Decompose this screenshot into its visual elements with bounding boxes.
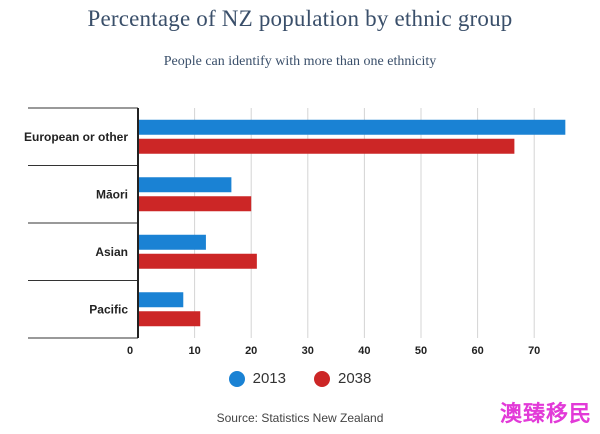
bar-m-ori-2038 (138, 196, 252, 212)
legend-swatch-2013 (228, 370, 245, 387)
legend: 2013 2038 (0, 370, 600, 387)
watermark-logo: 澳臻移民 (499, 402, 592, 427)
x-tick-label: 50 (415, 345, 427, 357)
bar-asian-2038 (138, 253, 257, 269)
bar-pacific-2038 (138, 311, 201, 327)
chart-subtitle: People can identify with more than one e… (163, 54, 437, 69)
x-tick-label: 40 (358, 345, 370, 357)
bar-m-ori-2013 (138, 177, 232, 193)
x-tick-label: 30 (302, 345, 314, 357)
legend-item-2013: 2013 (228, 370, 286, 387)
chart-title: Percentage of NZ population by ethnic gr… (87, 6, 513, 31)
bar-pacific-2013 (138, 292, 184, 308)
x-tick-label: 60 (471, 345, 483, 357)
source-note: Source: Statistics New Zealand (216, 411, 384, 425)
legend-item-2038: 2038 (314, 370, 371, 387)
x-tick-label: 10 (188, 345, 200, 357)
category-label: Asian (95, 245, 128, 259)
category-label: Māori (96, 187, 128, 201)
x-tick-label: 20 (245, 345, 257, 357)
x-tick-label: 70 (528, 345, 540, 357)
category-label: Pacific (89, 302, 128, 316)
bar-asian-2013 (138, 234, 206, 250)
legend-label-2038: 2038 (338, 370, 372, 387)
bar-european-or-other-2038 (138, 138, 515, 154)
legend-swatch-2038 (314, 370, 330, 387)
x-tick-label: 0 (127, 345, 133, 357)
legend-label-2013: 2013 (252, 370, 286, 387)
bar-european-or-other-2013 (138, 119, 566, 135)
category-label: European or other (24, 130, 128, 144)
